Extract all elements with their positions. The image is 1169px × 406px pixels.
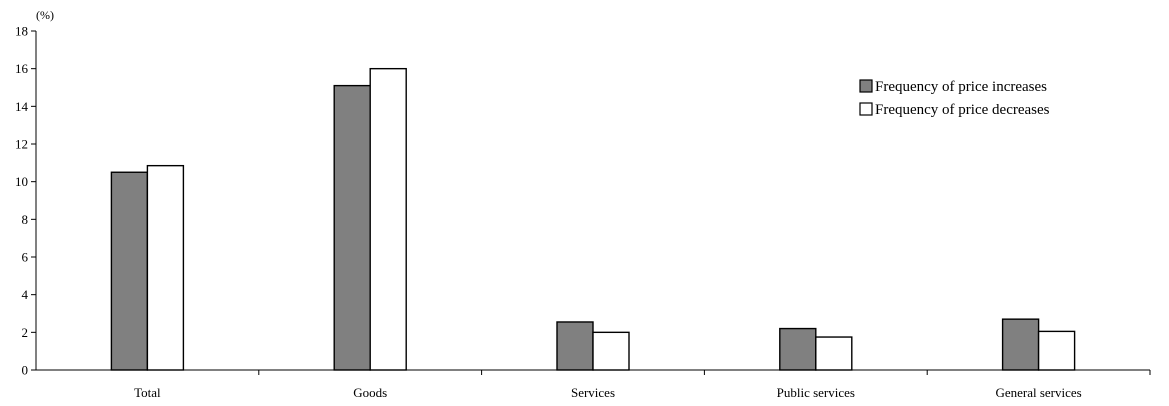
- y-tick-label: 18: [15, 24, 28, 39]
- y-tick-label: 8: [22, 212, 29, 227]
- legend-label: Frequency of price decreases: [875, 102, 1050, 118]
- x-category-label: Goods: [353, 385, 387, 400]
- bar: [1001, 318, 1040, 371]
- y-tick-label: 16: [15, 61, 29, 76]
- bar: [146, 164, 185, 371]
- x-category-label: General services: [995, 385, 1081, 400]
- y-tick-label: 0: [22, 363, 29, 378]
- bars: [110, 67, 1076, 371]
- bar: [779, 327, 817, 371]
- y-tick-label: 12: [15, 137, 28, 152]
- bar: [110, 171, 149, 371]
- legend: Frequency of price increases Frequency of…: [859, 79, 1050, 118]
- bar: [1037, 330, 1076, 371]
- bar: [333, 84, 371, 371]
- x-category-label: Total: [134, 385, 161, 400]
- y-tick-label: 4: [22, 287, 29, 302]
- legend-label: Frequency of price increases: [875, 79, 1047, 95]
- bar: [592, 331, 630, 371]
- y-tick-label: 14: [15, 99, 29, 114]
- legend-swatch: [859, 102, 873, 116]
- bar: [815, 336, 853, 371]
- y-unit-label: (%): [36, 8, 54, 22]
- y-tick-label: 10: [15, 174, 28, 189]
- axes: 0 2 4 6 8 10 12 14 16 18 Total Goods Services Public …: [15, 24, 1151, 400]
- x-category-label: Public services: [777, 385, 855, 400]
- y-tick-label: 2: [22, 325, 29, 340]
- bar: [369, 67, 407, 371]
- x-category-label: Services: [571, 385, 615, 400]
- legend-swatch: [859, 79, 873, 93]
- y-tick-label: 6: [22, 250, 29, 265]
- bar: [556, 321, 594, 371]
